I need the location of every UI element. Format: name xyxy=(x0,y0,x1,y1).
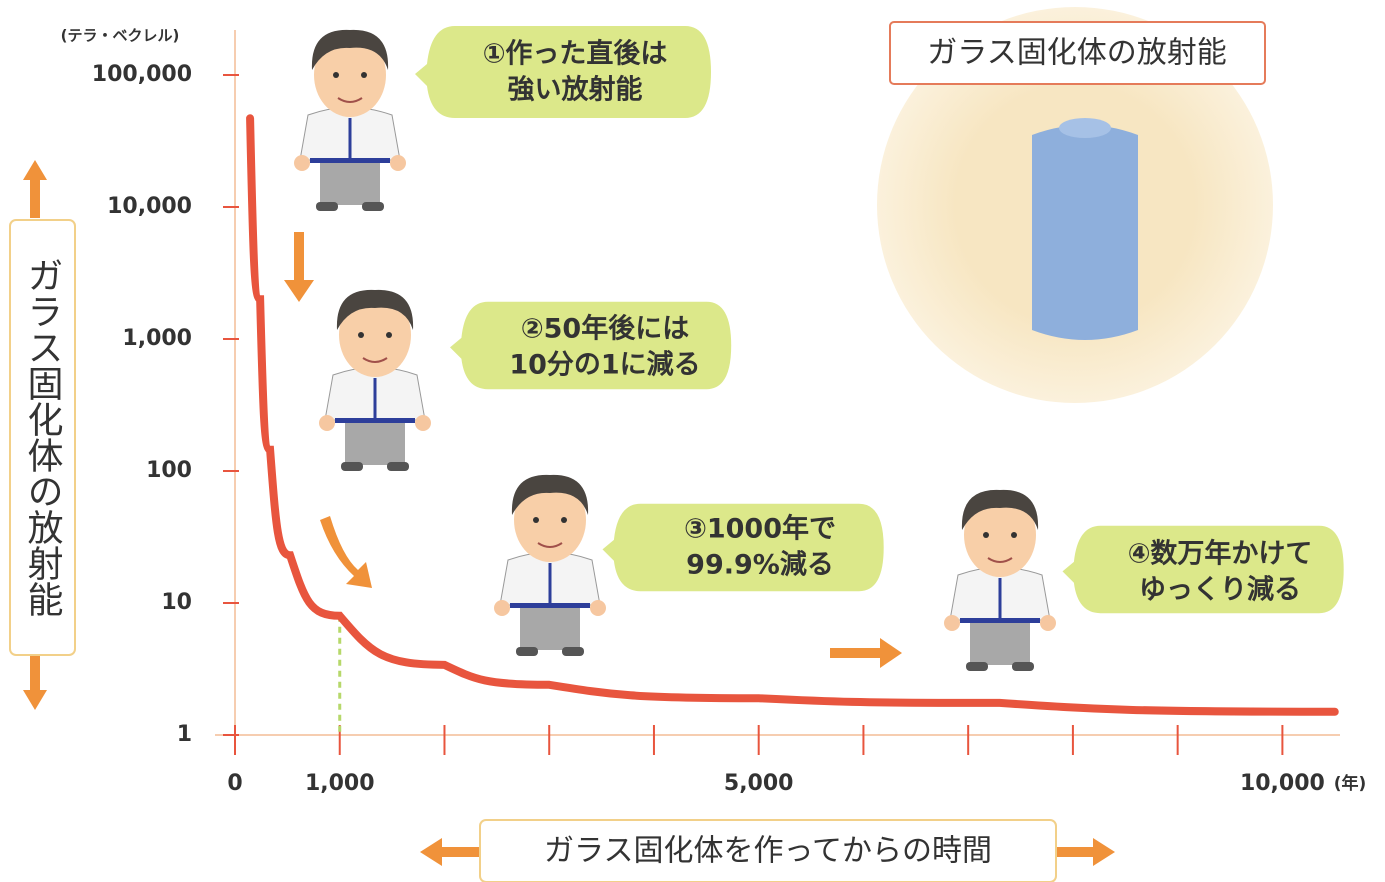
y-label-box xyxy=(9,219,76,656)
callout-text: ②50年後には xyxy=(521,313,689,345)
canister xyxy=(1032,125,1138,340)
callout-text: ①作った直後は xyxy=(483,39,668,70)
x-tick-label: 5,000 xyxy=(724,771,794,796)
callout-text: ゆっくり減る xyxy=(1139,575,1301,606)
callout-text: 99.9%減る xyxy=(686,550,834,581)
y-tick-label: 1 xyxy=(177,722,192,747)
x-label-box xyxy=(479,819,1057,882)
y-unit: (テラ・ベクレル) xyxy=(61,27,180,45)
data-line xyxy=(246,114,1339,716)
x-axis-label: ガラス固化体を作ってからの時間 xyxy=(544,834,992,869)
x-tick-label: 10,000 xyxy=(1240,771,1325,796)
y-tick-label: 1,000 xyxy=(122,326,192,351)
y-tick-label: 10 xyxy=(161,590,192,615)
callout-text: 10分の1に減る xyxy=(509,350,700,381)
character xyxy=(492,473,608,658)
character xyxy=(942,488,1058,673)
x-tick-label: 0 xyxy=(227,771,242,796)
canister-cap xyxy=(1059,118,1111,138)
y-tick-label: 100,000 xyxy=(92,62,192,87)
y-tick-label: 100 xyxy=(146,458,192,483)
callout-text: 強い放射能 xyxy=(508,74,643,106)
arrows xyxy=(23,160,1115,866)
x-unit: (年) xyxy=(1334,773,1367,794)
x-tick-label: 1,000 xyxy=(305,771,375,796)
y-tick-label: 10,000 xyxy=(107,194,192,219)
box-title: ガラス固化体の放射能 xyxy=(927,36,1226,71)
callout-text: ④数万年かけて xyxy=(1128,538,1313,570)
character xyxy=(317,288,433,473)
title-box xyxy=(889,21,1266,85)
callout-text: ③1000年で xyxy=(684,513,836,545)
y-axis-label: ガラス固化体の放射能 xyxy=(22,257,64,617)
character xyxy=(292,28,408,213)
